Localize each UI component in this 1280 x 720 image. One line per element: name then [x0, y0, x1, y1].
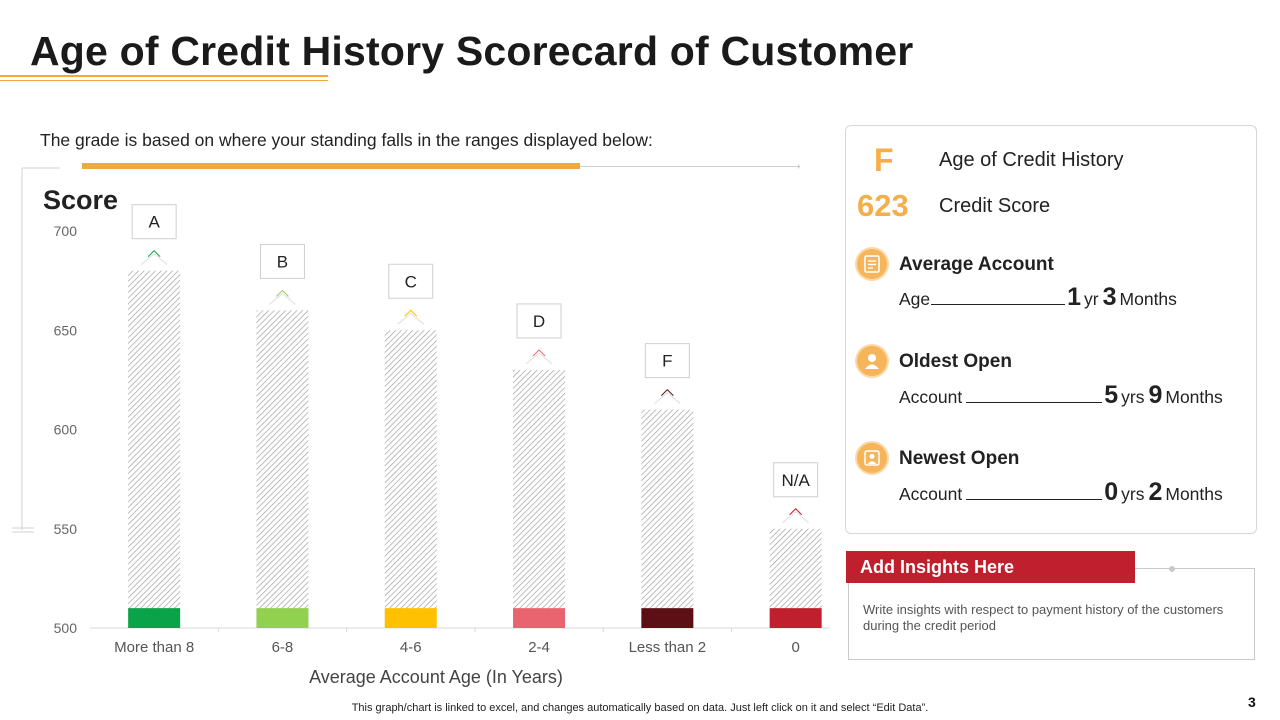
oldest-open-age: Account 5 yrs 9 Months: [899, 381, 1227, 410]
average-account-title: Average Account: [899, 254, 1054, 275]
bar-grade-band: [769, 608, 822, 628]
bar-marker: [276, 289, 289, 297]
grade-box: [259, 243, 305, 279]
x-tick-label: 2-4: [528, 639, 550, 656]
bar-marker-outer: [397, 312, 425, 325]
score-bar-chart[interactable]: Score 700 650 600 550 500 A B C D F N/A More than…: [0, 160, 830, 705]
newest-open-months-unit: Months: [1165, 484, 1223, 504]
y-tick-label: 650: [54, 322, 78, 338]
bar-grade-band: [641, 608, 694, 628]
bar-grade-band: [256, 608, 309, 628]
y-tick-label: 600: [54, 422, 78, 438]
oldest-open-prefix: Account: [899, 387, 963, 407]
oldest-open-years-unit: yrs: [1121, 387, 1145, 407]
oldest-open-months-unit: Months: [1165, 387, 1223, 407]
grade-label: D: [533, 312, 545, 331]
grade-value: F: [874, 142, 894, 178]
oldest-open-title: Oldest Open: [899, 351, 1012, 372]
newest-open-years: 0: [1104, 478, 1119, 506]
page-title: Age of Credit History Scorecard of Custo…: [30, 28, 914, 74]
bar-marker-outer: [140, 252, 168, 266]
bar-marker-outer: [782, 510, 810, 524]
bar-marker-outer: [653, 391, 681, 405]
bar[interactable]: [128, 270, 181, 628]
newest-open-title: Newest Open: [899, 448, 1020, 469]
bar-marker: [789, 508, 803, 516]
x-tick-label: 6-8: [272, 639, 294, 656]
x-tick-label: Less than 2: [629, 639, 707, 656]
subtitle-divider: [580, 166, 800, 167]
grade-box: [388, 263, 434, 299]
x-tick-label: More than 8: [114, 639, 194, 656]
bar-marker-outer: [525, 352, 553, 365]
user-card-icon: [857, 443, 887, 473]
newest-open-months: 2: [1148, 478, 1163, 506]
newest-open-years-unit: yrs: [1121, 484, 1145, 504]
grade-box: [644, 343, 690, 379]
divider-arrow-icon: ›: [797, 161, 801, 172]
grade-label: Age of Credit History: [939, 149, 1124, 171]
title-underline-thin: [0, 80, 328, 81]
grade-box: [131, 204, 177, 240]
grade-box: [516, 303, 562, 339]
title-underline: [0, 75, 328, 77]
y-tick-label: 700: [54, 223, 78, 239]
bar[interactable]: [641, 409, 694, 628]
blank-line: [966, 390, 1103, 403]
average-account-age: Age 1 yr 3 Months: [899, 283, 1181, 312]
x-tick-label: 4-6: [400, 639, 422, 656]
average-account-months: 3: [1102, 283, 1117, 311]
bar-grade-band: [128, 608, 181, 628]
bar[interactable]: [384, 330, 437, 628]
y-tick-label: 550: [54, 521, 78, 537]
bar-grade-band: [384, 608, 437, 628]
grade-label: A: [148, 213, 160, 232]
summary-card: [845, 125, 1257, 534]
grade-label: B: [277, 252, 288, 271]
average-account-years-unit: yr: [1084, 289, 1099, 309]
footer-note: This graph/chart is linked to excel, and…: [351, 702, 929, 714]
y-tick-label: 500: [54, 620, 78, 636]
blank-line: [966, 487, 1103, 500]
insights-header[interactable]: Add Insights Here: [846, 551, 1135, 583]
newest-open-age: Account 0 yrs 2 Months: [899, 478, 1227, 507]
bar-marker: [147, 249, 161, 258]
grade-label: N/A: [781, 471, 810, 490]
average-account-years: 1: [1067, 283, 1082, 311]
blank-line: [931, 292, 1066, 305]
grade-box: [773, 462, 819, 498]
bar-marker: [532, 349, 546, 357]
credit-score-value: 623: [857, 188, 909, 223]
average-account-prefix: Age: [899, 289, 931, 309]
average-account-months-unit: Months: [1119, 289, 1177, 309]
bar-grade-band: [513, 608, 566, 628]
bar[interactable]: [256, 310, 309, 628]
bar-marker: [660, 388, 674, 397]
oldest-open-months: 9: [1148, 381, 1163, 409]
credit-score-label: Credit Score: [939, 195, 1051, 217]
grade-label: F: [662, 352, 672, 371]
grade-label: C: [405, 272, 417, 291]
newest-open-prefix: Account: [899, 484, 963, 504]
bar[interactable]: [513, 369, 566, 628]
bar-marker-outer: [269, 292, 296, 305]
chart-title: Score: [43, 185, 118, 215]
bar-marker: [404, 309, 418, 317]
x-axis-title: Average Account Age (In Years): [309, 667, 563, 687]
subtitle-accent-bar: [82, 163, 580, 169]
chart-subtitle: The grade is based on where your standin…: [40, 130, 653, 150]
oldest-open-years: 5: [1104, 381, 1119, 409]
document-icon: [857, 249, 887, 279]
insights-text[interactable]: Write insights with respect to payment h…: [863, 602, 1224, 633]
insights-connector-dot: [1169, 566, 1175, 572]
x-tick-label: 0: [791, 639, 799, 656]
page-number: 3: [1248, 694, 1256, 710]
person-icon: [857, 346, 887, 376]
